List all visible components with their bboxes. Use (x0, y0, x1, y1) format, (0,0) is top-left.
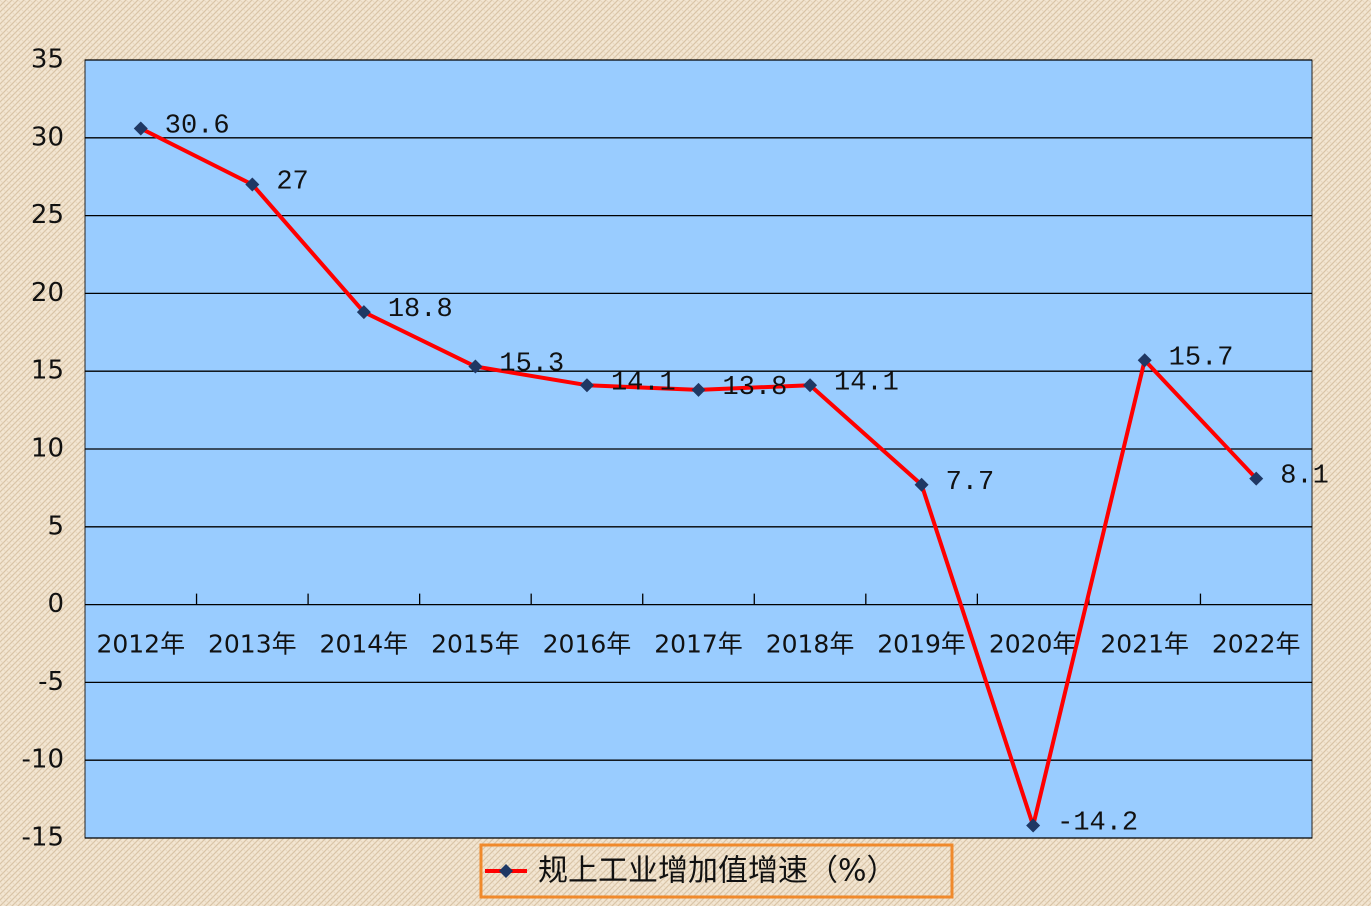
y-tick-label: -10 (22, 745, 64, 775)
y-tick-label: 5 (47, 511, 64, 541)
data-point (133, 121, 148, 136)
data-point (803, 378, 818, 393)
x-tick-label: 2016年 (543, 630, 632, 659)
data-label: 14.1 (834, 368, 899, 398)
legend: 规上工业增加值增速（%） (479, 843, 954, 899)
data-point (914, 477, 929, 492)
y-tick-label: -15 (22, 823, 64, 853)
data-label: 7.7 (946, 468, 995, 498)
data-label: -14.2 (1057, 809, 1138, 839)
x-tick-label: 2017年 (654, 630, 743, 659)
data-point (691, 382, 706, 397)
legend-label: 规上工业增加值增速（%） (538, 854, 897, 889)
data-point (579, 378, 594, 393)
y-tick-label: 25 (31, 200, 64, 230)
data-label: 30.6 (165, 112, 230, 142)
x-tick-label: 2014年 (320, 630, 409, 659)
x-tick-label: 2018年 (766, 630, 855, 659)
x-tick-label: 2019年 (877, 630, 966, 659)
y-tick-label: 0 (47, 589, 64, 619)
data-point (245, 177, 260, 192)
y-tick-label: 10 (31, 434, 64, 464)
x-tick-label: 2013年 (208, 630, 297, 659)
legend-box (479, 843, 954, 899)
data-label: 27 (276, 168, 308, 198)
y-tick-label: 35 (31, 45, 64, 75)
data-point (1137, 353, 1152, 368)
data-point (1026, 818, 1041, 833)
data-label: 13.8 (723, 373, 788, 403)
x-tick-label: 2022年 (1212, 630, 1301, 659)
x-tick-label: 2020年 (989, 630, 1078, 659)
legend-marker (499, 864, 513, 878)
y-tick-label: 15 (31, 356, 64, 386)
data-label: 8.1 (1280, 462, 1329, 492)
data-label: 14.1 (611, 368, 676, 398)
data-label: 15.3 (499, 350, 564, 380)
data-label: 18.8 (388, 295, 453, 325)
y-tick-label: 20 (31, 278, 64, 308)
data-point (468, 359, 483, 374)
data-point (1249, 471, 1264, 486)
x-tick-label: 2015年 (431, 630, 520, 659)
x-tick-label: 2021年 (1100, 630, 1189, 659)
x-tick-label: 2012年 (96, 630, 185, 659)
data-point (356, 305, 371, 320)
data-label: 15.7 (1169, 343, 1234, 373)
y-tick-label: -5 (38, 667, 64, 697)
y-tick-label: 30 (31, 122, 64, 152)
